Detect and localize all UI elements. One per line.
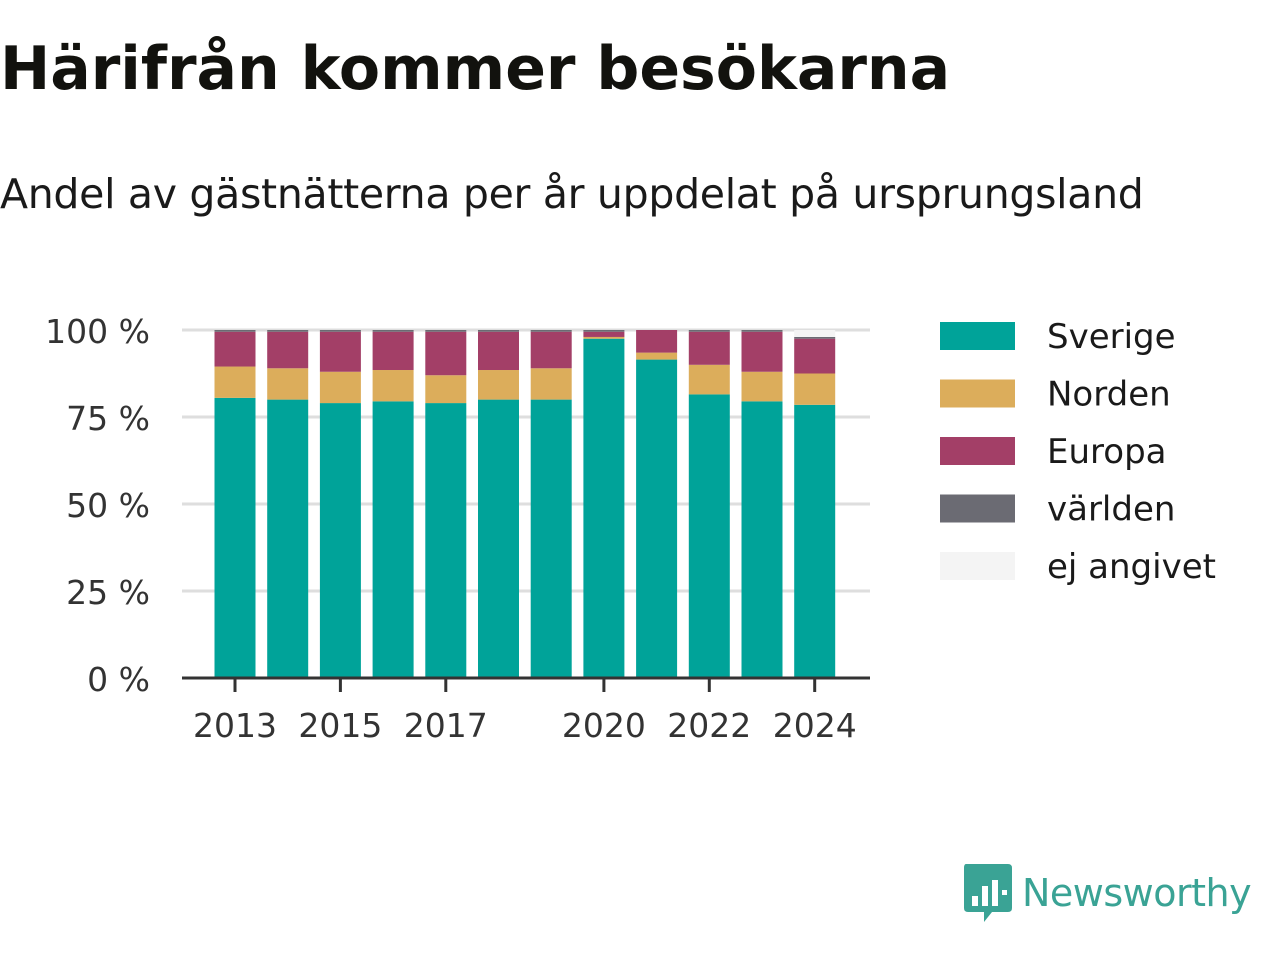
bar-segment-Norden-2019 <box>530 368 572 400</box>
x-tick-label: 2022 <box>667 706 751 745</box>
bar-segment-världen-2016 <box>372 330 414 332</box>
bar-segment-Sverige-2016 <box>372 401 414 678</box>
bar-segment-Europa-2023 <box>741 331 783 372</box>
bar-segment-Norden-2014 <box>267 368 309 400</box>
x-tick-label: 2020 <box>562 706 646 745</box>
bar-segment-Europa-2020 <box>583 331 625 337</box>
bar-segment-Sverige-2015 <box>319 403 361 678</box>
bar-segment-Europa-2022 <box>688 331 730 365</box>
bar-segment-Norden-2021 <box>636 352 678 360</box>
bar-segment-världen-2022 <box>688 330 730 332</box>
axes: 0 % 25 % 50 % 75 % 100 % 2013 2015 2017 2020 2022… <box>45 312 870 745</box>
legend-label-Europa: Europa <box>1047 432 1166 472</box>
bar-segment-Europa-2019 <box>530 331 572 369</box>
bar-segment-Europa-2016 <box>372 331 414 371</box>
y-tick-label: 75 % <box>66 399 150 438</box>
bar-segment-Sverige-2021 <box>636 359 678 678</box>
bar-segment-världen-2015 <box>319 330 361 332</box>
bar-segment-Europa-2017 <box>425 331 467 376</box>
bar-segment-Norden-2013 <box>214 366 256 398</box>
legend-swatch-Sverige <box>940 322 1015 350</box>
bar-segment-Sverige-2022 <box>688 394 730 678</box>
bar-segment-Sverige-2024 <box>794 404 836 678</box>
bar-segment-Sverige-2018 <box>478 399 519 678</box>
bar-segment-ej-angivet-2024 <box>794 330 836 337</box>
x-tick-label: 2013 <box>193 706 277 745</box>
bar-segment-Norden-2018 <box>478 370 519 400</box>
legend-swatch-Europa <box>940 437 1015 465</box>
bar-segment-världen-2013 <box>214 330 256 332</box>
bar-segment-Norden-2024 <box>794 373 836 405</box>
y-tick-label: 100 % <box>45 312 150 351</box>
chart-subtitle: Andel av gästnätterna per år uppdelat på… <box>0 170 1144 218</box>
bar-segment-Norden-2023 <box>741 371 783 402</box>
bar-segment-världen-2017 <box>425 330 467 332</box>
legend: Sverige Norden Europa världen ej angivet <box>940 317 1216 587</box>
bar-segment-världen-2014 <box>267 330 309 332</box>
bar-segment-Sverige-2017 <box>425 403 467 678</box>
legend-label-Norden: Norden <box>1047 375 1171 415</box>
legend-label-ej-angivet: ej angivet <box>1047 547 1216 587</box>
bar-segment-världen-2020 <box>583 330 625 332</box>
bar-segment-Europa-2015 <box>319 331 361 372</box>
bar-segment-Sverige-2013 <box>214 397 256 678</box>
bar-segment-Sverige-2019 <box>530 399 572 678</box>
newsworthy-logo: Newsworthy <box>962 862 1252 924</box>
bars <box>214 330 836 678</box>
brand-name: Newsworthy <box>1022 871 1252 915</box>
bar-segment-Norden-2017 <box>425 375 467 404</box>
bar-segment-världen-2023 <box>741 330 783 332</box>
legend-swatch-ej-angivet <box>940 552 1015 580</box>
x-tick-label: 2024 <box>773 706 857 745</box>
bar-segment-Sverige-2014 <box>267 399 309 678</box>
legend-swatch-världen <box>940 494 1015 523</box>
bar-segment-Sverige-2023 <box>741 401 783 678</box>
bar-segment-Europa-2013 <box>214 331 256 367</box>
y-tick-label: 50 % <box>66 486 150 525</box>
bar-segment-världen-2018 <box>478 330 519 332</box>
x-tick-label: 2015 <box>298 706 382 745</box>
bar-segment-världen-2019 <box>530 330 572 332</box>
bar-segment-Norden-2020 <box>583 336 625 339</box>
y-tick-label: 25 % <box>66 573 150 612</box>
bar-segment-Europa-2014 <box>267 331 309 369</box>
bar-segment-världen-2024 <box>794 336 836 339</box>
x-tick-label: 2017 <box>404 706 488 745</box>
chart-title: Härifrån kommer besökarna <box>0 34 951 104</box>
bar-segment-Europa-2024 <box>794 338 836 374</box>
legend-label-Sverige: Sverige <box>1047 317 1176 357</box>
y-tick-label: 0 % <box>87 660 150 699</box>
legend-label-världen: världen <box>1047 490 1175 530</box>
bar-segment-Norden-2022 <box>688 364 730 395</box>
stacked-bar-chart: 0 % 25 % 50 % 75 % 100 % 2013 2015 2017 2020 2022… <box>45 312 1216 745</box>
bar-segment-Europa-2018 <box>478 331 519 371</box>
bar-segment-Norden-2016 <box>372 370 414 402</box>
bar-segment-Norden-2015 <box>319 371 361 404</box>
legend-swatch-Norden <box>940 379 1015 408</box>
bar-segment-Europa-2021 <box>636 330 678 353</box>
bar-segment-Sverige-2020 <box>583 338 625 678</box>
newsworthy-logo-icon <box>964 864 1012 922</box>
